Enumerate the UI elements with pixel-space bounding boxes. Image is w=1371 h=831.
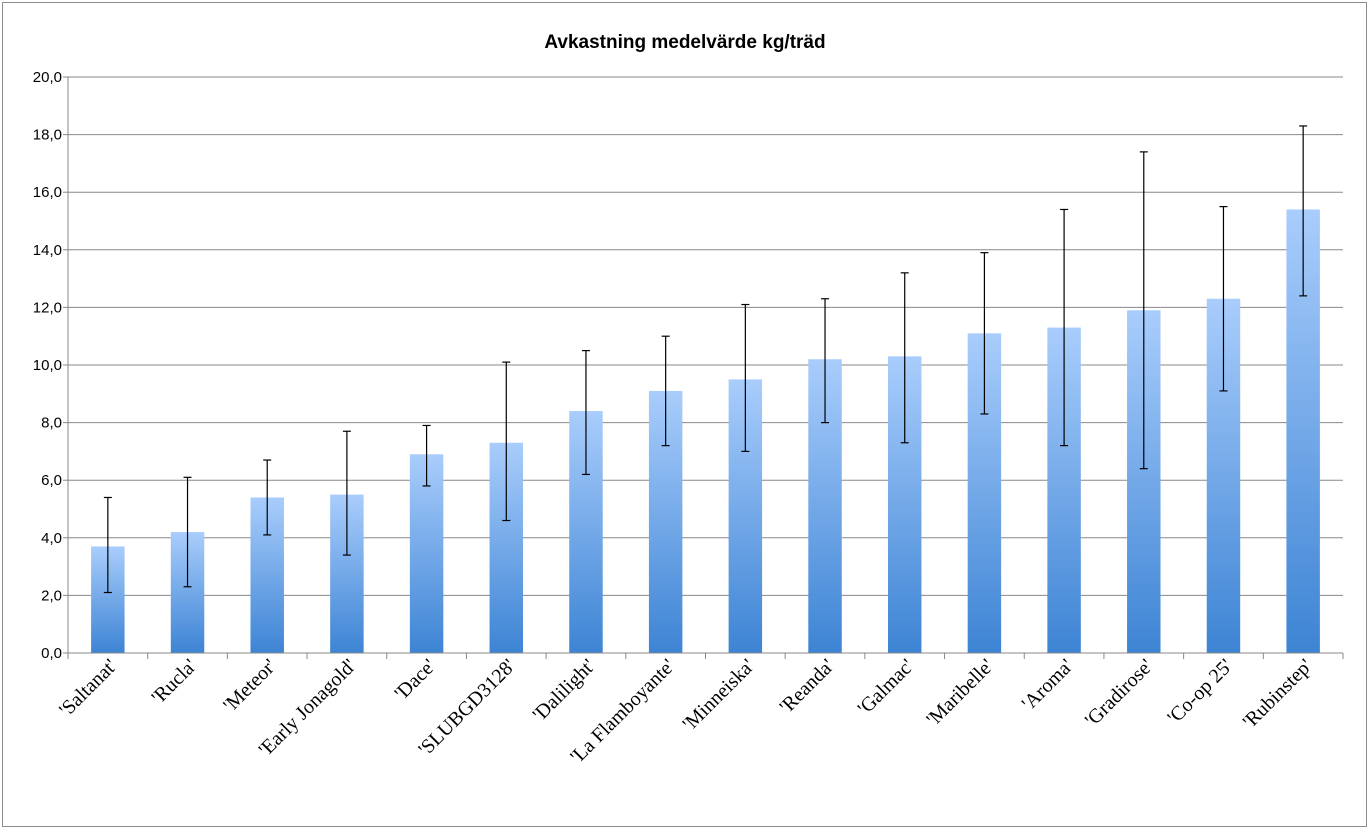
x-tick-label: 'Rubinstep' xyxy=(1239,655,1317,733)
x-tick-label: 'Minneiska' xyxy=(679,655,759,735)
x-tick-label: 'Saltanat' xyxy=(55,655,121,721)
axes xyxy=(63,76,1344,659)
x-tick-label: 'Maribelle' xyxy=(922,655,998,731)
error-bars xyxy=(103,125,1308,594)
y-tick-label: 16,0 xyxy=(33,184,62,201)
x-tick-label: 'Galmac' xyxy=(854,655,919,720)
x-tick-label: 'Rucla' xyxy=(147,655,201,709)
x-tick-label: 'Gradirose' xyxy=(1081,655,1157,731)
y-tick-label: 12,0 xyxy=(33,299,62,316)
y-tick-label: 14,0 xyxy=(33,242,62,259)
y-tick-label: 18,0 xyxy=(33,127,62,144)
y-tick-label: 2,0 xyxy=(41,587,62,604)
y-tick-label: 4,0 xyxy=(41,530,62,547)
x-axis-ticks: 'Saltanat' 'Rucla' 'Meteor''Early Jonagold… xyxy=(55,655,1317,768)
x-tick-label: 'Reanda' xyxy=(776,655,839,718)
x-tick-label: 'Dalilight' xyxy=(529,655,600,726)
bars xyxy=(91,209,1320,654)
x-tick-label: 'Co-op 25' xyxy=(1163,655,1237,729)
y-tick-label: 20,0 xyxy=(33,69,62,86)
chart-title: Avkastning medelvärde kg/träd xyxy=(544,32,825,53)
x-tick-label: 'Aroma' xyxy=(1018,655,1078,715)
x-tick-label: 'Dace' xyxy=(390,655,440,705)
bar xyxy=(409,454,444,653)
x-tick-label: 'Meteor' xyxy=(219,655,280,716)
y-tick-label: 8,0 xyxy=(41,415,62,432)
y-tick-label: 0,0 xyxy=(41,645,62,662)
y-tick-label: 6,0 xyxy=(41,472,62,489)
bar-chart: Avkastning medelvärde kg/träd 0,0 2,0 4,0 6… xyxy=(33,32,1344,768)
y-tick-label: 10,0 xyxy=(33,357,62,374)
y-axis-ticks: 0,0 2,0 4,0 6,0 8,0 10,0 12,0 14,0 16,0 18,0 20,0 xyxy=(33,69,62,662)
